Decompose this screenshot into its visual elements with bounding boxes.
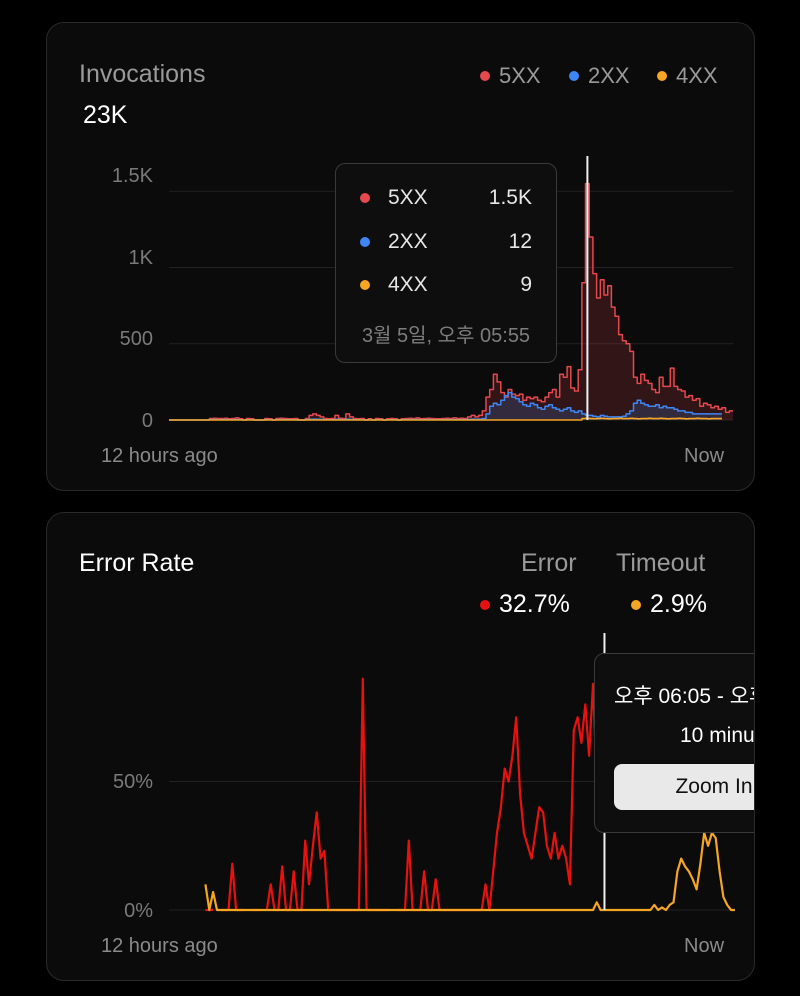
tooltip-4xx-label: 4XX: [388, 273, 428, 296]
tooltip-2xx-value: 12: [508, 230, 532, 253]
series-5xx-area-0: [169, 183, 733, 420]
series-2xx-area-0: [169, 392, 722, 420]
x-end-label-2: Now: [684, 935, 725, 957]
y-tick-0: 0: [141, 410, 153, 432]
tooltip-row-2xx: 2XX 12: [360, 230, 532, 254]
series-timeout-line-0: [204, 831, 735, 912]
error-rate-card: Error Rate Error Timeout 32.7% 2.9% 50% …: [46, 512, 755, 981]
invocations-card: Invocations 23K 5XX 2XX 4XX 1.5K 1K 500 …: [46, 22, 755, 491]
tooltip-date: 3월 5일, 오후 05:55: [361, 325, 531, 347]
x-start-label-2: 12 hours ago: [101, 935, 218, 957]
legend-4xx[interactable]: 4XX: [657, 63, 718, 89]
legend-2xx-label: 2XX: [588, 63, 630, 88]
y-tick-0pct: 0%: [124, 900, 153, 922]
series-4xx-line-0: [169, 417, 722, 421]
popover-duration: 10 minutes: [680, 724, 755, 747]
invocations-tooltip: 5XX 1.5K 2XX 12 4XX 9 3월 5일, 오후 05:55: [335, 163, 557, 363]
tooltip-4xx-value: 9: [520, 273, 532, 296]
tooltip-2xx-label: 2XX: [388, 230, 428, 253]
error-rate-title: Error Rate: [79, 549, 195, 577]
series-error-line-1: [220, 862, 244, 912]
x-start-label: 12 hours ago: [101, 445, 218, 467]
tooltip-5xx-value: 1.5K: [488, 186, 532, 209]
y-tick-500: 500: [119, 328, 153, 350]
y-tick-1-5k: 1.5K: [111, 165, 153, 187]
legend-error-label[interactable]: Error: [521, 549, 577, 577]
legend-4xx-label: 4XX: [676, 63, 718, 88]
legend-timeout-value: 2.9%: [631, 590, 707, 619]
legend-5xx-label: 5XX: [499, 63, 541, 88]
legend-timeout-label[interactable]: Timeout: [616, 549, 706, 577]
timeout-value: 2.9%: [650, 590, 707, 618]
legend-4xx-dot-icon: [657, 71, 667, 81]
tooltip-row-5xx: 5XX 1.5K: [360, 186, 532, 210]
range-popover: 오후 06:05 - 오후 0 10 minutes Zoom In: [594, 653, 755, 833]
series-error-line-4: [397, 664, 632, 912]
tooltip-row-4xx: 4XX 9: [360, 273, 532, 297]
tooltip-2xx-dot-icon: [360, 237, 370, 247]
tooltip-5xx-dot-icon: [360, 193, 370, 203]
legend-error-dot-icon: [480, 599, 490, 610]
series-5xx-line-0: [169, 182, 733, 421]
legend-2xx-dot-icon: [569, 71, 579, 81]
legend-5xx[interactable]: 5XX: [480, 63, 541, 89]
popover-range: 오후 06:05 - 오후 0: [614, 685, 754, 708]
y-tick-1k: 1K: [128, 247, 153, 269]
legend-5xx-dot-icon: [480, 71, 490, 81]
error-value: 32.7%: [499, 590, 570, 618]
tooltip-5xx-label: 5XX: [388, 186, 428, 209]
y-tick-50pct: 50%: [112, 771, 153, 793]
x-end-label: Now: [684, 445, 725, 467]
legend-error-value: 32.7%: [480, 590, 570, 619]
legend-2xx[interactable]: 2XX: [569, 63, 630, 89]
invocations-title: Invocations: [79, 60, 206, 88]
series-error-line-3: [265, 677, 390, 912]
invocations-total: 23K: [83, 101, 128, 129]
zoom-in-button[interactable]: Zoom In: [614, 764, 754, 810]
tooltip-4xx-dot-icon: [360, 280, 370, 290]
legend-timeout-dot-icon: [631, 599, 641, 610]
